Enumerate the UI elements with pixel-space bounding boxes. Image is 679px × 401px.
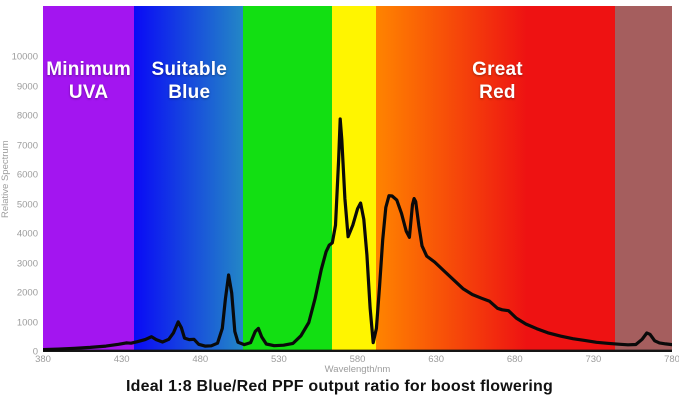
band-label-line: Great [472,59,523,80]
y-tick-label: 10000 [11,51,38,63]
y-tick-label: 3000 [16,258,38,269]
band-label-line: UVA [68,82,109,103]
band-great-red [527,6,616,352]
spectrum-bands [43,6,672,352]
band-deep-red-brown [615,6,672,352]
band-label-line: Blue [168,82,211,103]
y-tick-label: 7000 [16,140,38,152]
x-tick-label: 380 [35,354,51,365]
x-tick-label: 480 [192,354,209,365]
y-tick-label: 6000 [16,169,38,181]
band-label-line: Minimum [46,59,131,80]
x-tick-label: 580 [349,354,366,365]
band-label-minimum-uva: Minimum UVA [46,58,131,104]
x-tick-label: 780 [664,354,679,365]
x-tick-label: 530 [270,354,287,365]
band-minimum-uva-violet [43,6,135,352]
band-label-great-red: Great Red [472,58,523,104]
x-tick-label: 680 [506,354,523,365]
x-axis-ticks: 380 430 480 530 580 630 680 730 780 [35,354,679,366]
band-orange-to-red [376,6,528,352]
band-label-suitable-blue: Suitable Blue [151,58,227,104]
spectrum-curve [43,117,672,352]
y-tick-label: 8000 [16,110,38,122]
y-axis-ticks: 0 1000 2000 3000 4000 5000 6000 7000 8000 9000 100… [0,6,38,358]
y-tick-label: 1000 [16,317,38,328]
y-tick-label: 5000 [16,199,38,210]
chart-caption: Ideal 1:8 Blue/Red PPF output ratio for … [125,378,553,395]
y-tick-label: 2000 [16,287,38,299]
x-tick-label: 430 [113,354,130,365]
x-axis-title: Wavelength/nm [324,364,391,375]
band-label-line: Red [479,82,516,103]
y-tick-label: 4000 [16,228,38,240]
spectrum-curve-path [43,117,672,352]
y-tick-label: 9000 [16,81,38,93]
band-label-line: Suitable [151,59,227,80]
y-tick-label: 0 [32,346,38,358]
x-tick-label: 630 [428,354,445,365]
x-tick-label: 730 [585,354,602,365]
chart-area: Minimum UVA Suitable Blue Great Red [43,6,672,352]
